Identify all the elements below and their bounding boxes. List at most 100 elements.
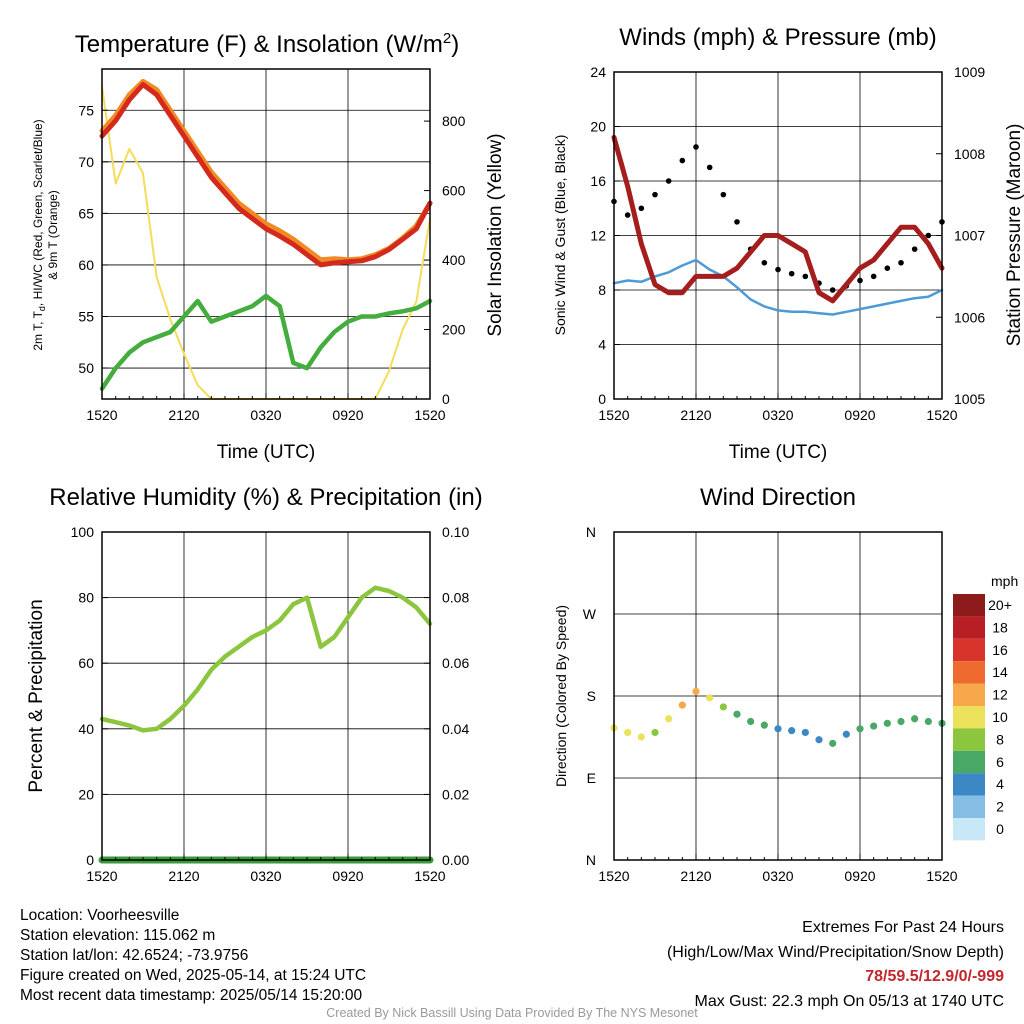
station-latlon: Station lat/lon: 42.6524; -73.9756 bbox=[20, 947, 249, 964]
x-tick-label: 0920 bbox=[332, 407, 363, 423]
y-tick-label: 8 bbox=[598, 282, 606, 298]
y-tick-label: 0 bbox=[598, 391, 606, 407]
extremes-values: 78/59.5/12.9/0/-999 bbox=[865, 968, 1004, 985]
y-tick-label: 55 bbox=[78, 309, 94, 325]
gust-point bbox=[870, 273, 877, 280]
direction-point bbox=[733, 710, 741, 718]
extremes-box: Extremes For Past 24 Hours (High/Low/Max… bbox=[667, 916, 1004, 1014]
extremes-title: Extremes For Past 24 Hours bbox=[802, 919, 1004, 936]
humidity-line bbox=[99, 585, 433, 733]
gust-point bbox=[693, 144, 699, 150]
direction-point bbox=[719, 703, 727, 711]
y2-tick-label: 0.10 bbox=[442, 524, 469, 540]
y2-tick-label: 0.06 bbox=[442, 655, 469, 671]
legend-label: 20+ bbox=[988, 597, 1012, 613]
temp-2m-line bbox=[99, 82, 433, 268]
x-tick-label: 0320 bbox=[250, 868, 281, 884]
legend-label: 0 bbox=[996, 821, 1004, 837]
legend-swatch bbox=[953, 683, 985, 706]
dewpoint-line bbox=[99, 293, 433, 391]
direction-x-ticks: 1520 2120 0320 0920 1520 bbox=[598, 854, 958, 884]
y-tick-label: 0 bbox=[86, 852, 94, 868]
temperature-grid bbox=[102, 69, 430, 399]
station-info: Location: Voorheesville Station elevatio… bbox=[20, 906, 366, 1006]
temperature-y-label-line2: & 9m T (Orange) bbox=[46, 190, 60, 280]
y-tick-label: 20 bbox=[78, 786, 94, 802]
legend-swatch bbox=[953, 750, 985, 774]
y2-tick-label: 400 bbox=[442, 252, 466, 268]
y2-tick-label: 0.02 bbox=[442, 786, 469, 802]
humidity-y2-ticks: 0.00 0.02 0.04 0.06 0.08 0.10 bbox=[424, 524, 469, 868]
y-tick-label: 75 bbox=[78, 102, 94, 118]
direction-y-label: Direction (Colored By Speed) bbox=[553, 605, 569, 787]
legend-label: 10 bbox=[992, 709, 1008, 725]
gust-point bbox=[706, 164, 713, 171]
legend-swatch bbox=[953, 728, 985, 751]
sonic-wind-line bbox=[612, 258, 944, 316]
legend-swatch bbox=[953, 616, 985, 639]
direction-point bbox=[870, 722, 878, 730]
winds-y2-ticks: 1005 1006 1007 1008 1009 bbox=[936, 64, 985, 407]
legend-title: mph bbox=[991, 573, 1018, 589]
y-tick-label: N bbox=[586, 524, 596, 540]
y2-tick-label: 0.00 bbox=[442, 852, 469, 868]
x-tick-label: 1520 bbox=[926, 407, 957, 423]
direction-point bbox=[842, 730, 850, 738]
direction-point bbox=[856, 725, 864, 733]
x-tick-label: 0320 bbox=[250, 407, 281, 423]
temperature-y2-ticks: 0 200 400 600 800 bbox=[424, 113, 466, 407]
gust-point bbox=[829, 287, 836, 293]
x-tick-label: 1520 bbox=[86, 868, 117, 884]
temperature-x-label: Time (UTC) bbox=[217, 442, 316, 463]
pressure-line bbox=[611, 134, 945, 304]
gust-point bbox=[925, 232, 932, 239]
y2-tick-label: 1005 bbox=[954, 391, 985, 407]
legend-swatch bbox=[953, 661, 985, 684]
winds-series bbox=[611, 134, 945, 316]
gust-point bbox=[734, 219, 740, 225]
temperature-panel: Temperature (F) & Insolation (W/m2) 50 55… bbox=[31, 30, 506, 463]
y-tick-label: S bbox=[587, 688, 596, 704]
direction-point bbox=[637, 733, 645, 741]
direction-point bbox=[665, 715, 673, 723]
x-tick-label: 0920 bbox=[844, 868, 875, 884]
direction-point bbox=[706, 694, 714, 702]
direction-y-ticks: N E S W N bbox=[583, 524, 597, 868]
x-tick-label: 1520 bbox=[598, 407, 629, 423]
gust-point bbox=[911, 246, 918, 252]
y-tick-label: 70 bbox=[78, 154, 94, 170]
y-tick-label: 24 bbox=[590, 64, 606, 80]
x-tick-label: 2120 bbox=[168, 407, 199, 423]
gust-point bbox=[775, 266, 781, 273]
legend-swatch bbox=[953, 594, 985, 617]
gust-point bbox=[624, 212, 631, 218]
winds-title: Winds (mph) & Pressure (mb) bbox=[619, 24, 936, 51]
y-tick-label: E bbox=[587, 770, 596, 786]
direction-point bbox=[815, 736, 823, 744]
direction-point bbox=[624, 728, 632, 737]
direction-point bbox=[747, 717, 755, 726]
x-tick-label: 1520 bbox=[926, 868, 957, 884]
direction-point bbox=[760, 721, 768, 729]
direction-point bbox=[924, 717, 932, 726]
legend-label: 6 bbox=[996, 754, 1004, 770]
direction-point bbox=[897, 717, 905, 726]
legend-label: 8 bbox=[996, 731, 1004, 747]
x-tick-label: 1520 bbox=[86, 407, 117, 423]
y-tick-label: 60 bbox=[78, 257, 94, 273]
gust-point bbox=[638, 205, 645, 212]
gust-point bbox=[802, 273, 809, 280]
station-elevation: Station elevation: 115.062 m bbox=[20, 927, 216, 944]
gust-point bbox=[679, 157, 686, 164]
humidity-y-label: Percent & Precipitation bbox=[26, 599, 47, 792]
y2-tick-label: 1009 bbox=[954, 64, 985, 80]
winds-x-ticks: 1520 2120 0320 0920 1520 bbox=[598, 393, 958, 423]
legend-swatch bbox=[953, 818, 985, 841]
legend-swatch bbox=[953, 795, 985, 818]
y2-tick-label: 800 bbox=[442, 113, 466, 129]
legend-label: 4 bbox=[996, 776, 1004, 792]
insolation-y-label: Solar Insolation (Yellow) bbox=[485, 133, 506, 336]
x-tick-label: 2120 bbox=[680, 407, 711, 423]
legend-label: 18 bbox=[992, 619, 1008, 635]
humidity-x-ticks: 1520 2120 0320 0920 1520 bbox=[86, 854, 446, 884]
